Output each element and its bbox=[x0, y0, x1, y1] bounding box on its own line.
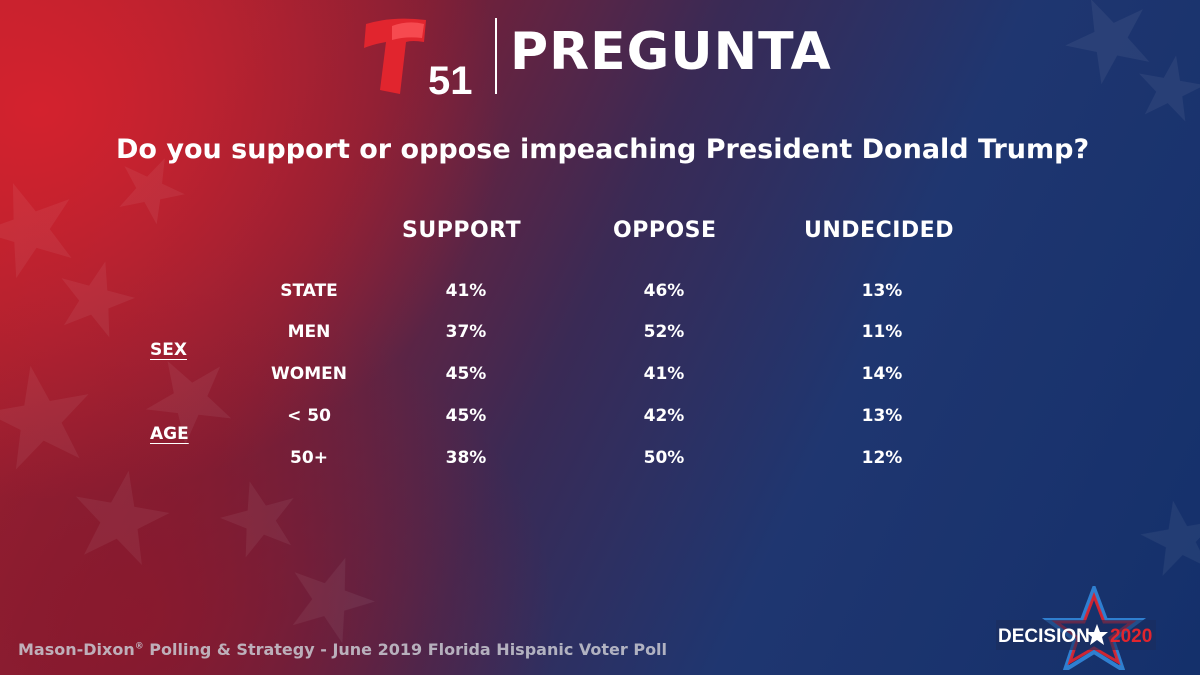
row-label: < 50 bbox=[287, 406, 331, 426]
table-row-state: STATE 41% 46% 13% bbox=[0, 279, 1200, 303]
row-label: WOMEN bbox=[271, 364, 347, 384]
badge-word: DECISION bbox=[998, 626, 1090, 647]
column-header-support: SUPPORT bbox=[402, 218, 522, 243]
table-row-men: MEN 37% 52% 11% bbox=[0, 320, 1200, 344]
table-row-women: WOMEN 45% 41% 14% bbox=[0, 362, 1200, 386]
source-name: Mason-Dixon bbox=[18, 640, 135, 659]
column-header-oppose: OPPOSE bbox=[613, 218, 717, 243]
star-icon bbox=[1086, 624, 1108, 645]
cell-support: 41% bbox=[445, 281, 487, 301]
cell-undecided: 14% bbox=[861, 364, 903, 384]
decision-2020-badge: DECISION 2020 bbox=[996, 586, 1156, 670]
row-label: MEN bbox=[287, 322, 331, 342]
cell-undecided: 12% bbox=[861, 448, 903, 468]
cell-oppose: 41% bbox=[643, 364, 685, 384]
cell-oppose: 52% bbox=[643, 322, 685, 342]
cell-support: 37% bbox=[445, 322, 487, 342]
chart-title: Do you support or oppose impeaching Pres… bbox=[116, 134, 1090, 165]
badge-year: 2020 bbox=[1110, 626, 1152, 647]
row-label: 50+ bbox=[290, 448, 328, 468]
cell-oppose: 46% bbox=[643, 281, 685, 301]
source-footer: Mason-Dixon® Polling & Strategy - June 2… bbox=[18, 640, 667, 659]
cell-support: 38% bbox=[445, 448, 487, 468]
cell-undecided: 11% bbox=[861, 322, 903, 342]
cell-undecided: 13% bbox=[861, 406, 903, 426]
cell-oppose: 50% bbox=[643, 448, 685, 468]
logo-divider bbox=[495, 18, 497, 94]
table-row-under-50: < 50 45% 42% 13% bbox=[0, 404, 1200, 428]
row-label: STATE bbox=[280, 281, 338, 301]
source-detail: Polling & Strategy - June 2019 Florida H… bbox=[143, 640, 668, 659]
registered-mark: ® bbox=[134, 641, 144, 652]
column-header-undecided: UNDECIDED bbox=[804, 218, 954, 243]
cell-support: 45% bbox=[445, 406, 487, 426]
group-label-sex: SEX bbox=[150, 340, 187, 360]
telemundo-logo: 51 bbox=[364, 18, 472, 98]
cell-undecided: 13% bbox=[861, 281, 903, 301]
cell-support: 45% bbox=[445, 364, 487, 384]
cell-oppose: 42% bbox=[643, 406, 685, 426]
group-label-age: AGE bbox=[150, 424, 189, 444]
channel-number: 51 bbox=[428, 59, 472, 98]
table-row-50-plus: 50+ 38% 50% 12% bbox=[0, 446, 1200, 470]
brand-title: PREGUNTA bbox=[510, 22, 832, 82]
